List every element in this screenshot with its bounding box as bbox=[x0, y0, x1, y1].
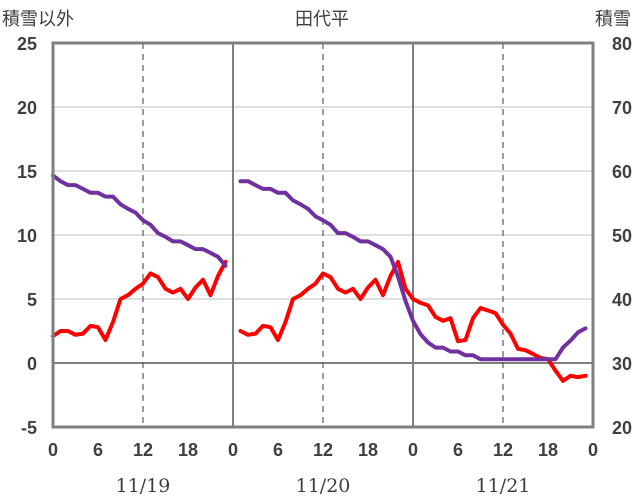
left-tick-label: 5 bbox=[27, 290, 37, 310]
right-tick-label: 80 bbox=[612, 34, 632, 54]
right-tick-label: 60 bbox=[612, 162, 632, 182]
x-tick-label: 0 bbox=[408, 440, 418, 460]
snow_depth-line bbox=[238, 179, 588, 362]
x-tick-label: 18 bbox=[538, 440, 558, 460]
right-tick-label: 70 bbox=[612, 98, 632, 118]
x-tick-label: 0 bbox=[588, 440, 598, 460]
day-label: 11/19 bbox=[116, 475, 171, 497]
x-tick-label: 18 bbox=[178, 440, 198, 460]
day-label: 11/20 bbox=[296, 475, 351, 497]
plot-frame bbox=[51, 41, 595, 429]
right-tick-label: 50 bbox=[612, 226, 632, 246]
snow_depth-line bbox=[51, 173, 228, 268]
temperature-line bbox=[238, 259, 588, 383]
x-tick-label: 0 bbox=[228, 440, 238, 460]
day-label: 11/21 bbox=[476, 475, 531, 497]
chart-title: 田代平 bbox=[295, 9, 349, 30]
x-tick-label: 12 bbox=[313, 440, 333, 460]
x-tick-label: 18 bbox=[358, 440, 378, 460]
left-tick-label: 25 bbox=[17, 34, 37, 54]
x-tick-label: 0 bbox=[48, 440, 58, 460]
x-tick-label: 6 bbox=[453, 440, 463, 460]
left-tick-label: 10 bbox=[17, 226, 37, 246]
x-tick-label: 12 bbox=[493, 440, 513, 460]
right-tick-label: 30 bbox=[612, 354, 632, 374]
left-axis-label: 積雪以外 bbox=[2, 9, 74, 30]
left-tick-label: 20 bbox=[17, 98, 37, 118]
x-tick-label: 6 bbox=[93, 440, 103, 460]
grid-lines bbox=[53, 42, 593, 428]
x-tick-label: 6 bbox=[273, 440, 283, 460]
series-group bbox=[51, 173, 588, 383]
left-tick-label: 15 bbox=[17, 162, 37, 182]
right-tick-label: 20 bbox=[612, 418, 632, 438]
x-tick-label: 12 bbox=[133, 440, 153, 460]
temperature-line bbox=[51, 259, 228, 342]
right-tick-label: 40 bbox=[612, 290, 632, 310]
left-tick-label: 0 bbox=[27, 354, 37, 374]
right-axis-label: 積雪 bbox=[595, 9, 631, 30]
left-tick-label: -5 bbox=[21, 418, 37, 438]
